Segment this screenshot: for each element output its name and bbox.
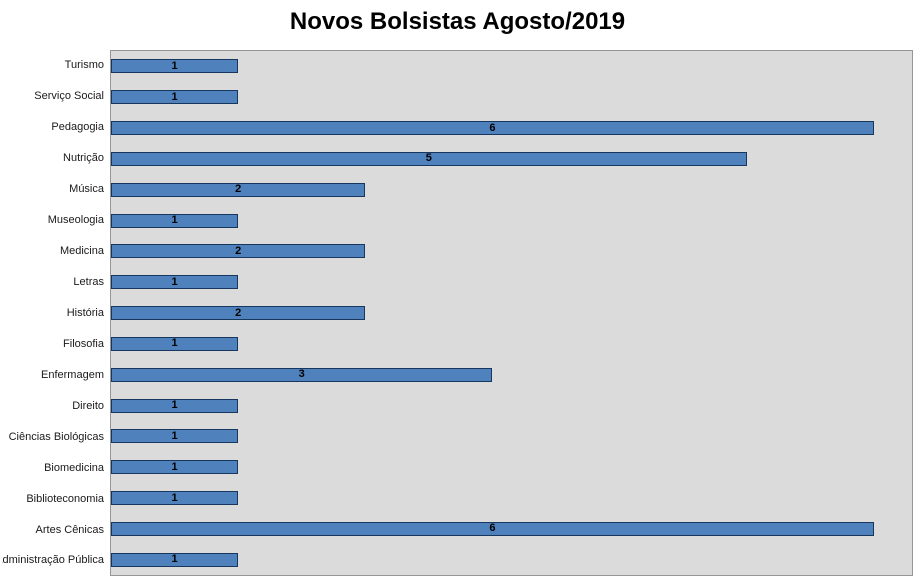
data-label: 2	[235, 244, 242, 257]
bar: 2	[111, 182, 366, 197]
chart-row: 2	[111, 236, 912, 267]
data-label: 6	[489, 522, 496, 535]
data-label: 1	[171, 399, 178, 412]
chart-row: 1	[111, 544, 912, 575]
data-label: 1	[171, 429, 178, 442]
data-label: 1	[171, 553, 178, 566]
bar: 1	[111, 213, 239, 228]
data-label: 1	[171, 59, 178, 72]
bar: 5	[111, 151, 747, 166]
category-label: Filosofia	[63, 337, 104, 350]
category-label: Medicina	[59, 245, 104, 258]
category-axis: Turismo Serviço Social Pedagogia Nutrição Mú…	[2, 50, 110, 576]
chart-row: 1	[111, 452, 912, 483]
bar: 6	[111, 121, 874, 136]
data-label: 1	[171, 491, 178, 504]
bar: 1	[111, 460, 239, 475]
chart-row: 1	[111, 483, 912, 514]
bar: 2	[111, 306, 366, 321]
category-label: Música	[69, 183, 104, 196]
data-label: 6	[489, 121, 496, 134]
category-label: Artes Cênicas	[35, 523, 104, 536]
chart-row: 1	[111, 421, 912, 452]
chart-row: 3	[111, 359, 912, 390]
category-label: História	[66, 306, 104, 319]
chart-row: 1	[111, 205, 912, 236]
bar: 6	[111, 521, 874, 536]
bar: 1	[111, 398, 239, 413]
bar: 1	[111, 552, 239, 567]
bar: 1	[111, 491, 239, 505]
bar: 3	[111, 367, 493, 382]
data-label: 3	[298, 368, 305, 381]
bar: 1	[111, 429, 239, 444]
category-label: Serviço Social	[34, 90, 104, 103]
chart-row: 1	[111, 51, 912, 82]
data-label: 1	[171, 275, 178, 288]
chart-row: 1	[111, 82, 912, 113]
bar: 1	[111, 275, 239, 290]
chart-row: 5	[111, 143, 912, 174]
data-label: 1	[171, 337, 178, 350]
data-label: 1	[171, 460, 178, 473]
chart-row: 6	[111, 513, 912, 544]
category-label: Museologia	[47, 214, 104, 227]
category-label: Letras	[73, 276, 104, 289]
data-label: 2	[235, 183, 242, 196]
category-label: Administração Pública	[2, 554, 104, 567]
bar: 1	[111, 90, 239, 105]
data-label: 1	[171, 90, 178, 103]
chart-title: Novos Bolsistas Agosto/2019	[289, 8, 626, 35]
category-label: Ciências Biológicas	[8, 430, 104, 443]
chart-body: Turismo Serviço Social Pedagogia Nutrição Mú…	[2, 50, 913, 576]
category-label: Biomedicina	[44, 461, 104, 474]
chart-row: 2	[111, 298, 912, 329]
category-label: Direito	[72, 399, 104, 412]
category-label: Enfermagem	[41, 368, 104, 381]
category-label: Pedagogia	[51, 121, 104, 134]
data-label: 5	[425, 152, 432, 165]
chart-row: 1	[111, 267, 912, 298]
data-label: 1	[171, 214, 178, 227]
bar: 2	[111, 244, 366, 259]
bar: 1	[111, 336, 239, 351]
category-label: Nutrição	[63, 152, 104, 165]
chart-row: 1	[111, 390, 912, 421]
chart-row: 6	[111, 113, 912, 144]
chart-row: 1	[111, 328, 912, 359]
bar: 1	[111, 59, 239, 74]
chart-row: 2	[111, 174, 912, 205]
category-label: Turismo	[64, 59, 104, 72]
category-label: Biblioteconomia	[26, 492, 104, 505]
data-label: 2	[235, 306, 242, 319]
